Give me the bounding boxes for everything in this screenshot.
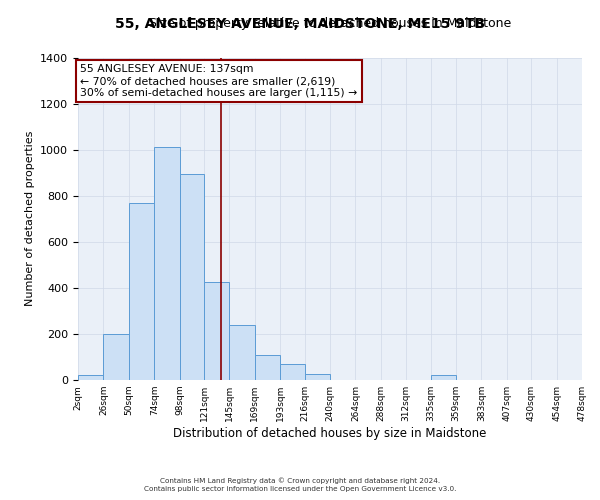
Text: 55 ANGLESEY AVENUE: 137sqm
← 70% of detached houses are smaller (2,619)
30% of s: 55 ANGLESEY AVENUE: 137sqm ← 70% of deta… <box>80 64 358 98</box>
Text: Contains HM Land Registry data © Crown copyright and database right 2024.: Contains HM Land Registry data © Crown c… <box>160 478 440 484</box>
Bar <box>129 202 154 380</box>
Bar <box>229 324 255 380</box>
Bar <box>179 174 204 380</box>
Y-axis label: Number of detached properties: Number of detached properties <box>25 131 35 306</box>
Bar <box>204 282 229 380</box>
Bar <box>305 374 330 380</box>
Bar <box>431 376 456 380</box>
Text: Contains public sector information licensed under the Open Government Licence v3: Contains public sector information licen… <box>144 486 456 492</box>
Text: 55, ANGLESEY AVENUE, MAIDSTONE, ME15 9TB: 55, ANGLESEY AVENUE, MAIDSTONE, ME15 9TB <box>115 18 485 32</box>
Bar <box>255 354 280 380</box>
Bar <box>103 334 129 380</box>
Bar <box>78 376 103 380</box>
Bar <box>280 364 305 380</box>
Title: Size of property relative to detached houses in Maidstone: Size of property relative to detached ho… <box>149 17 511 30</box>
X-axis label: Distribution of detached houses by size in Maidstone: Distribution of detached houses by size … <box>173 427 487 440</box>
Bar <box>154 148 179 380</box>
